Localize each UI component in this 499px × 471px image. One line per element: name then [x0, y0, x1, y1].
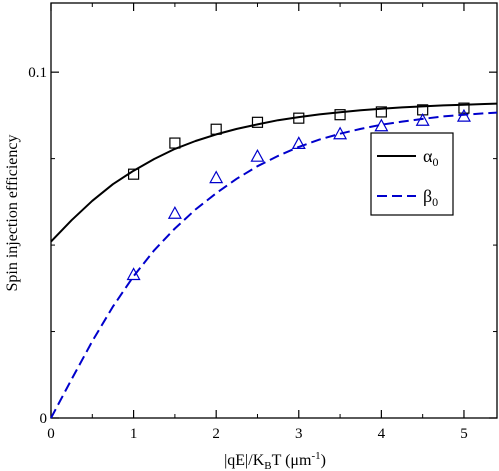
marker-square — [375, 106, 387, 118]
marker-square — [334, 109, 346, 121]
marker-square — [169, 137, 181, 149]
marker-square — [251, 116, 264, 128]
marker-triangle — [456, 108, 471, 122]
plot-frame — [50, 2, 498, 419]
marker-square — [127, 168, 140, 180]
legend-box — [370, 132, 454, 216]
x-tick-label: 0 — [47, 426, 55, 442]
marker-square — [458, 102, 470, 114]
series-layer — [50, 102, 498, 419]
axis-tick-labels: 0 1 2 3 4 5 0 0.1 — [28, 65, 467, 442]
legend-label-beta: β0 — [423, 186, 438, 209]
legend-label-alpha: α0 — [423, 146, 438, 169]
x-tick-label: 1 — [130, 426, 138, 442]
marker-triangle — [333, 126, 348, 140]
markers-layer — [126, 102, 471, 281]
x-tick-label: 4 — [378, 426, 386, 442]
marker-square — [293, 112, 305, 124]
series-line-1 — [50, 111, 498, 419]
x-axis-label-tail: T (μm — [272, 452, 312, 469]
legend: α0 β0 — [370, 132, 454, 216]
x-tick-label: 5 — [460, 426, 468, 442]
marker-triangle — [250, 148, 265, 162]
x-tick-label: 3 — [295, 426, 303, 442]
marker-triangle — [126, 267, 141, 281]
x-axis-label-main: |qE|/K — [224, 452, 265, 469]
x-axis-label-sub: B — [264, 460, 271, 471]
marker-triangle — [415, 112, 430, 126]
x-tick-label: 2 — [212, 426, 220, 442]
marker-triangle — [374, 118, 389, 132]
y-axis-label: Spin injection efficiency — [4, 135, 21, 292]
x-axis-label-close: ) — [321, 452, 326, 469]
axis-ticks — [50, 3, 497, 419]
x-axis-label: |qE|/KBT (μm-1) — [224, 450, 326, 471]
marker-triangle — [291, 136, 306, 150]
marker-triangle — [209, 170, 224, 184]
y-tick-label: 0.1 — [28, 65, 47, 81]
x-axis-label-sup: -1 — [311, 450, 320, 462]
marker-square — [210, 123, 222, 135]
series-line-0 — [50, 102, 498, 243]
y-tick-label: 0 — [40, 411, 48, 427]
marker-triangle — [167, 206, 182, 219]
